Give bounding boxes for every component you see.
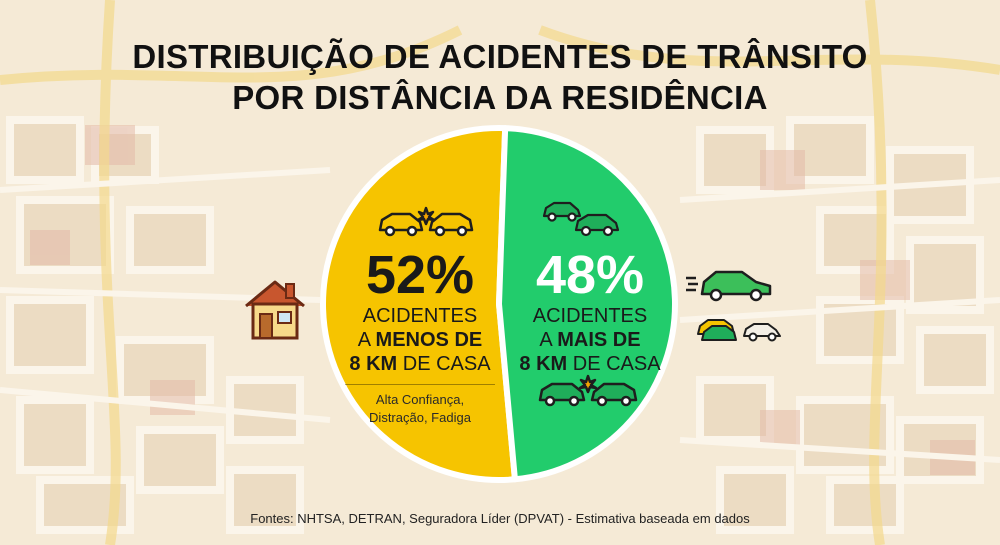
moving-car-icon bbox=[686, 270, 772, 302]
car-crash-icon-yellow bbox=[378, 206, 474, 237]
traffic-cars-icon bbox=[697, 319, 781, 342]
chart-title-line2: POR DISTÂNCIA DA RESIDÊNCIA bbox=[232, 79, 768, 116]
chart-title: DISTRIBUIÇÃO DE ACIDENTES DE TRÂNSITO PO… bbox=[0, 36, 1000, 118]
two-cars-icon bbox=[542, 201, 620, 237]
slice-near-home-description: ACIDENTES A MENOS DE 8 KM DE CASA bbox=[349, 305, 491, 375]
slice-far-from-home-description: ACIDENTES A MAIS DE 8 KM DE CASA bbox=[519, 305, 661, 375]
house-icon bbox=[245, 280, 305, 340]
slice-far-from-home-percent: 48% bbox=[535, 245, 645, 305]
slice-near-home-divider bbox=[345, 384, 495, 385]
slice-far-from-home-labels: 48% ACIDENTES A MAIS DE 8 KM DE CASA bbox=[510, 246, 670, 376]
car-crash-icon-green bbox=[538, 374, 638, 407]
slice-near-home-labels: 52% ACIDENTES A MENOS DE 8 KM DE CASA Al… bbox=[340, 246, 500, 427]
pie-slice-near-home bbox=[319, 125, 518, 483]
source-footnote: Fontes: NHTSA, DETRAN, Seguradora Líder … bbox=[250, 511, 750, 526]
chart-title-line1: DISTRIBUIÇÃO DE ACIDENTES DE TRÂNSITO bbox=[132, 38, 868, 75]
slice-near-home-percent: 52% bbox=[365, 245, 475, 305]
slice-near-home-note: Alta Confiança, Distração, Fadiga bbox=[369, 392, 471, 425]
